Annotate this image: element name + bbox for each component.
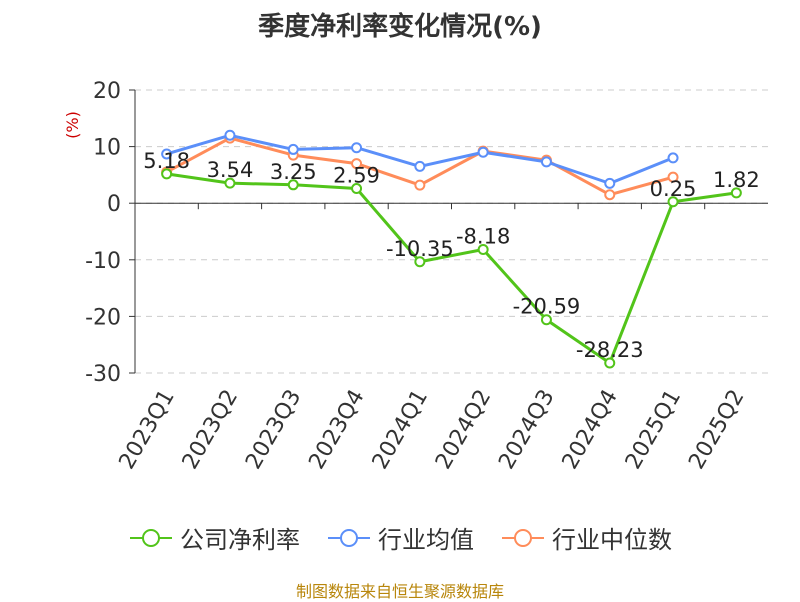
x-tick-label: 2023Q4	[304, 386, 369, 474]
x-tick-label: 2024Q1	[368, 386, 433, 474]
data-point-0	[414, 256, 426, 268]
data-label: 0.25	[650, 177, 697, 201]
legend: 公司净利率 行业均值 行业中位数	[0, 520, 800, 555]
x-tick-label: 2025Q1	[621, 386, 686, 474]
y-tick-label: 10	[93, 136, 121, 161]
data-point-1	[477, 146, 489, 158]
data-point-2	[414, 179, 426, 191]
legend-item-industry-median[interactable]: 行业中位数	[500, 520, 672, 555]
data-point-2	[667, 171, 679, 183]
data-label: 2.59	[333, 164, 380, 188]
data-label: -8.18	[456, 224, 510, 248]
legend-label-industry-mean: 行业均值	[378, 526, 474, 554]
y-tick-label: 0	[107, 192, 121, 217]
data-point-0	[667, 196, 679, 208]
data-label: 1.82	[713, 168, 760, 192]
x-tick-label: 2023Q2	[178, 386, 243, 474]
data-point-1	[224, 129, 236, 141]
legend-swatch-industry-median	[502, 528, 544, 547]
data-point-1	[414, 160, 426, 172]
x-tick-label: 2024Q2	[431, 386, 496, 474]
x-tick-label: 2023Q1	[115, 386, 180, 474]
legend-label-industry-median: 行业中位数	[552, 526, 672, 554]
data-point-0	[351, 183, 363, 195]
data-point-1	[287, 143, 299, 155]
legend-swatch-industry-mean	[328, 528, 370, 547]
x-tick-label: 2025Q2	[684, 386, 749, 474]
legend-swatch-company	[130, 528, 172, 547]
data-point-1	[540, 156, 552, 168]
y-tick-label: -30	[85, 362, 121, 387]
y-tick-label: 20	[93, 79, 121, 104]
data-label: 5.18	[143, 149, 190, 173]
data-point-0	[224, 177, 236, 189]
data-label: -10.35	[386, 237, 454, 261]
y-axis-label: (%)	[63, 111, 82, 139]
data-label: 3.25	[270, 160, 317, 184]
data-point-0	[287, 179, 299, 191]
data-point-1	[161, 148, 173, 160]
data-point-0	[730, 187, 742, 199]
data-label: -28.23	[576, 338, 644, 362]
y-tick-label: -20	[85, 305, 121, 330]
data-point-1	[604, 177, 616, 189]
legend-label-company: 公司净利率	[180, 526, 300, 554]
data-point-2	[604, 189, 616, 201]
y-tick-label: -10	[85, 249, 121, 274]
data-label: 3.54	[207, 158, 254, 182]
data-point-0	[604, 357, 616, 369]
data-point-1	[351, 142, 363, 154]
x-tick-label: 2024Q4	[558, 386, 623, 474]
data-point-0	[161, 168, 173, 180]
data-label: -20.59	[513, 295, 581, 319]
data-point-2	[351, 158, 363, 170]
chart-title: 季度净利率变化情况(%)	[258, 12, 542, 42]
legend-item-company[interactable]: 公司净利率	[128, 520, 300, 555]
data-point-0	[477, 243, 489, 255]
data-point-1	[667, 152, 679, 164]
data-point-0	[540, 314, 552, 326]
x-tick-label: 2024Q3	[494, 386, 559, 474]
x-tick-label: 2023Q3	[241, 386, 306, 474]
data-source-note: 制图数据来自恒生聚源数据库	[295, 582, 504, 601]
legend-item-industry-mean[interactable]: 行业均值	[326, 520, 474, 555]
series-line-0	[166, 172, 737, 365]
